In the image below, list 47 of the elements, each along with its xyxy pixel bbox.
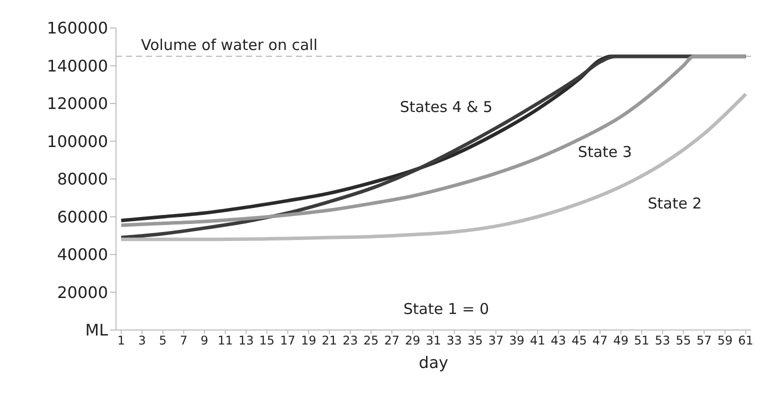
annotation: State 2: [648, 194, 702, 212]
x-tick-label: 55: [676, 334, 691, 348]
x-tick-label: 1: [117, 334, 126, 348]
x-tick-label: 17: [280, 334, 296, 348]
y-tick-label: 40000: [57, 245, 108, 264]
y-tick-label: 100000: [46, 132, 108, 151]
y-tick-label: 160000: [46, 18, 108, 38]
y-tick-label: ML: [85, 320, 108, 340]
x-tick-label: 13: [238, 334, 254, 348]
x-tick-label: 27: [384, 334, 400, 348]
x-tick-label: 59: [717, 334, 733, 348]
x-tick-label: 51: [634, 334, 650, 348]
x-axis-title: day: [418, 353, 448, 372]
x-tick-label: 53: [654, 334, 670, 348]
x-tick-label: 31: [426, 334, 442, 348]
x-tick-label: 47: [592, 334, 608, 348]
line-series: [119, 92, 748, 242]
x-tick-label: 45: [572, 334, 587, 348]
x-tick-label: 41: [530, 334, 546, 348]
y-tick-label: 80000: [57, 170, 108, 189]
y-tick-label: 20000: [57, 282, 108, 302]
annotation: State 3: [578, 143, 632, 162]
x-tick-label: 49: [613, 334, 629, 348]
x-tick-label: 39: [509, 334, 524, 348]
annotation: States 4 & 5: [400, 98, 493, 116]
y-tick-label: 60000: [57, 207, 108, 226]
annotation: State 1 = 0: [403, 300, 490, 318]
y-tick-label: 140000: [46, 56, 108, 76]
x-tick-label: 35: [468, 334, 483, 348]
x-tick-label: 43: [550, 334, 566, 348]
x-tick-label: 3: [138, 334, 146, 348]
x-tick-label: 23: [342, 334, 358, 348]
x-tick-label: 5: [159, 334, 167, 348]
x-tick-label: 21: [322, 334, 338, 348]
x-tick-label: 7: [180, 334, 188, 348]
x-tick-label: 19: [300, 334, 316, 348]
y-tick-label: 120000: [46, 94, 108, 114]
x-tick-label: 25: [363, 334, 379, 348]
x-tick-label: 61: [738, 334, 754, 348]
x-tick-label: 9: [200, 334, 208, 348]
ref-line-label: Volume of water on call: [141, 36, 318, 54]
x-tick-label: 37: [488, 334, 504, 348]
x-tick-label: 15: [259, 334, 275, 348]
x-tick-label: 57: [696, 334, 712, 348]
x-tick-label: 29: [405, 334, 420, 348]
x-tick-label: 11: [218, 334, 233, 348]
x-tick-label: 33: [446, 334, 462, 348]
